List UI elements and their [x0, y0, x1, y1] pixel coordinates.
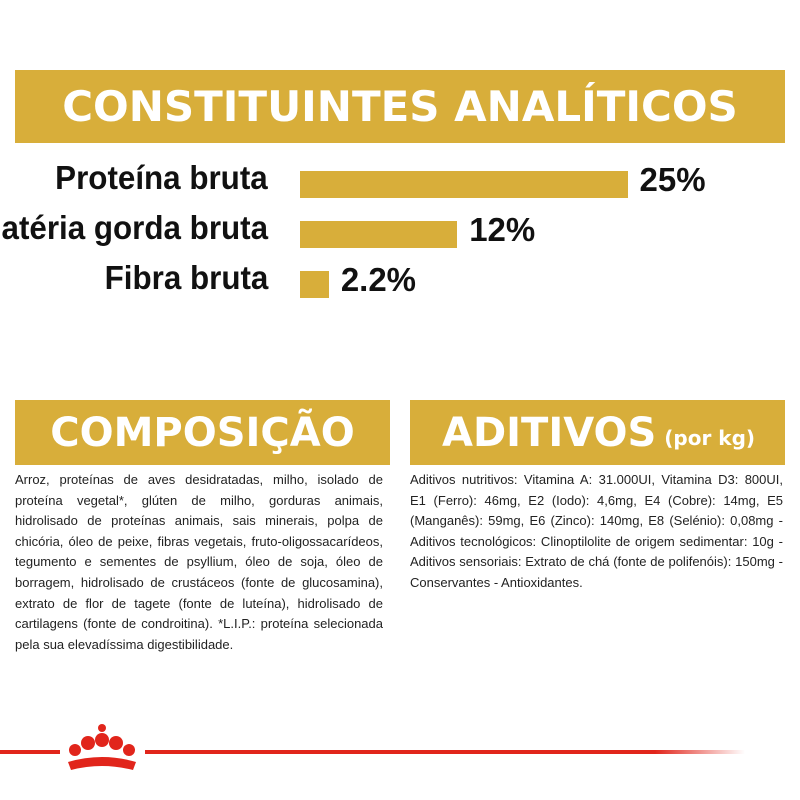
additives-text: Aditivos nutritivos: Vitamina A: 31.000U…: [410, 472, 783, 590]
red-line: [145, 750, 745, 754]
item-value: 2.2%: [340, 261, 417, 298]
additives-subtitle: (por kg): [664, 425, 756, 450]
analytics-banner: CONSTITUINTES ANALÍTICOS: [15, 70, 785, 143]
composition-banner: COMPOSIÇÃO: [15, 400, 390, 465]
item-label: Matéria gorda bruta: [0, 209, 268, 246]
item-bar: [300, 221, 458, 248]
item-value: 25%: [639, 161, 706, 198]
item-label: Proteína bruta: [55, 159, 268, 196]
composition-title: COMPOSIÇÃO: [50, 409, 355, 456]
additives-banner: ADITIVOS (por kg): [410, 400, 785, 465]
analytics-title: CONSTITUINTES ANALÍTICOS: [62, 82, 738, 131]
additives-title: ADITIVOS: [442, 409, 657, 456]
item-value: 12%: [469, 211, 536, 248]
item-bar: [300, 271, 329, 298]
composition-text: Arroz, proteínas de aves desidratadas, m…: [15, 472, 383, 652]
red-line: [0, 750, 60, 754]
item-bar: [300, 171, 628, 198]
item-label: Fibra bruta: [104, 259, 268, 296]
crown-logo: [68, 724, 136, 770]
